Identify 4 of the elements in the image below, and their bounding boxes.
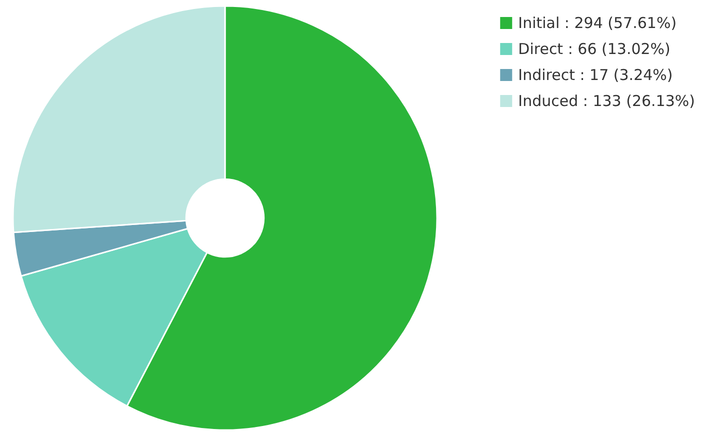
legend-label: Direct : 66 (13.02%) [518,40,670,58]
legend-label: Induced : 133 (26.13%) [518,92,695,110]
legend-label: Initial : 294 (57.61%) [518,14,677,32]
legend-label: Indirect : 17 (3.24%) [518,66,673,84]
